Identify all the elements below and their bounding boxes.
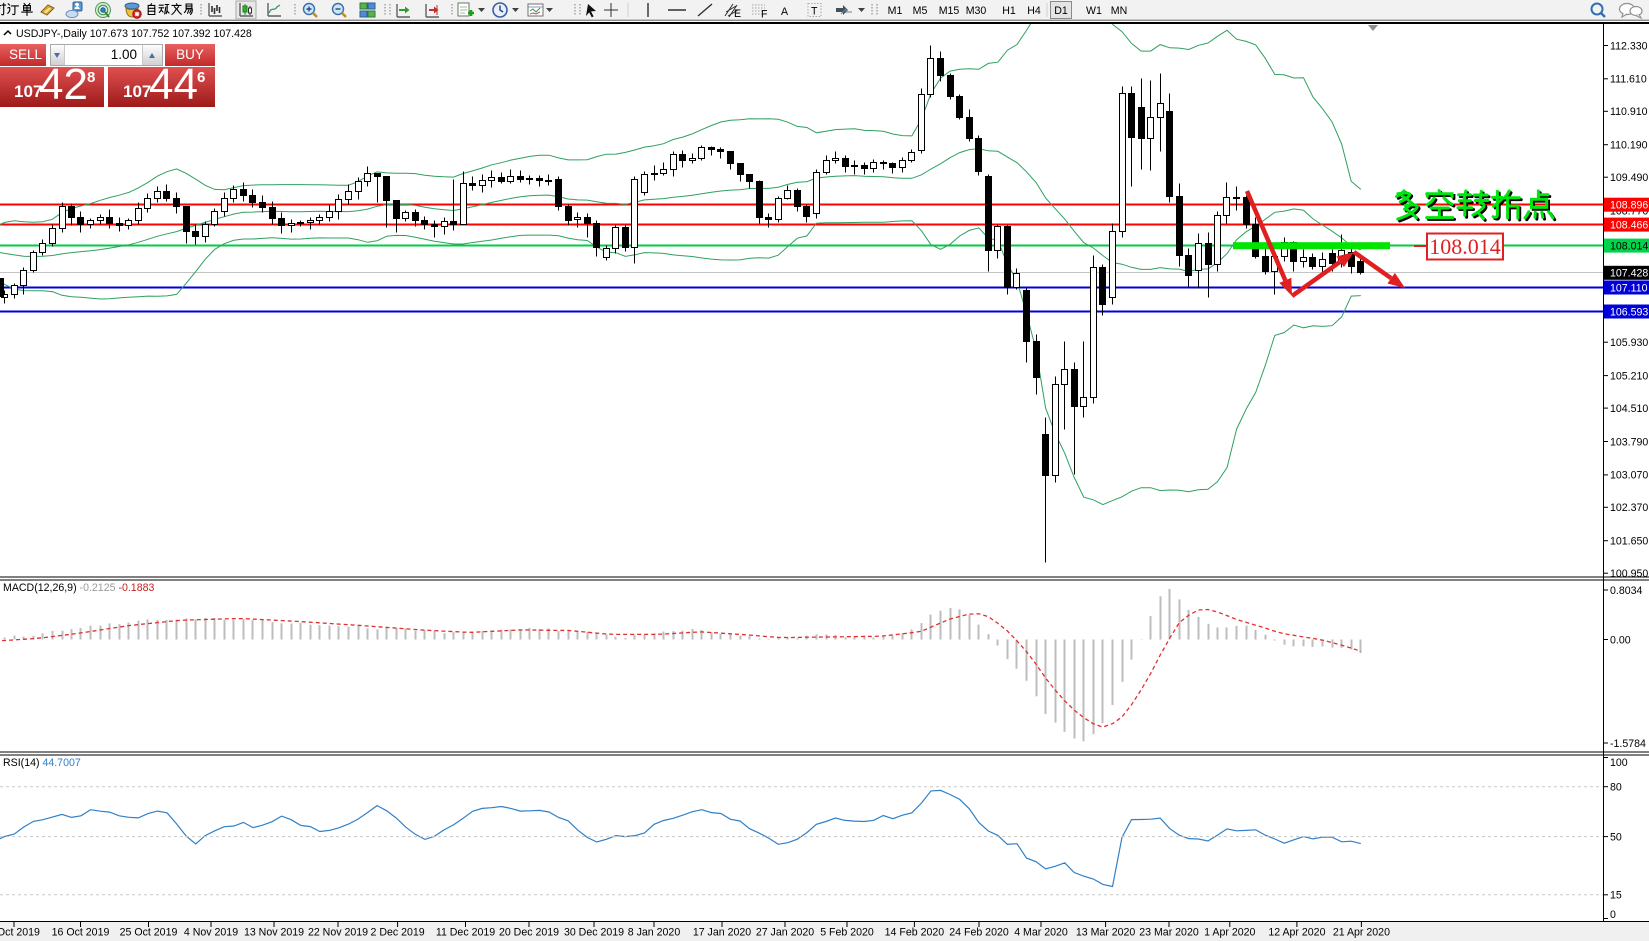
- svg-text:15: 15: [1610, 890, 1622, 902]
- svg-text:107.110: 107.110: [1610, 282, 1648, 294]
- svg-text:30 Dec 2019: 30 Dec 2019: [564, 927, 624, 939]
- svg-text:MACD(12,26,9) -0.2125 -0.1883: MACD(12,26,9) -0.2125 -0.1883: [3, 582, 154, 594]
- svg-text:25 Oct 2019: 25 Oct 2019: [120, 927, 178, 939]
- svg-text:104.510: 104.510: [1610, 403, 1648, 415]
- svg-text:100: 100: [1610, 757, 1628, 769]
- svg-text:108.896: 108.896: [1610, 200, 1648, 212]
- svg-text:108.014: 108.014: [1610, 240, 1648, 252]
- svg-text:23 Mar 2020: 23 Mar 2020: [1139, 927, 1199, 939]
- svg-text:T: T: [811, 6, 818, 18]
- svg-text:112.330: 112.330: [1610, 40, 1648, 52]
- svg-text:7 Oct 2019: 7 Oct 2019: [0, 927, 40, 939]
- svg-text:A: A: [781, 6, 789, 18]
- svg-text:-1.5784: -1.5784: [1610, 738, 1646, 750]
- svg-text:E: E: [734, 8, 741, 20]
- svg-text:RSI(14) 44.7007: RSI(14) 44.7007: [3, 757, 81, 769]
- svg-text:50: 50: [1610, 831, 1622, 843]
- svg-text:11 Dec 2019: 11 Dec 2019: [436, 927, 495, 939]
- svg-text:110.910: 110.910: [1610, 106, 1648, 118]
- svg-text:D1: D1: [1054, 5, 1068, 17]
- svg-text:F: F: [761, 9, 768, 21]
- svg-text:M15: M15: [939, 5, 960, 17]
- svg-text:13 Mar 2020: 13 Mar 2020: [1076, 927, 1136, 939]
- svg-text:108.014: 108.014: [1429, 234, 1501, 259]
- svg-text:17 Jan 2020: 17 Jan 2020: [693, 927, 751, 939]
- svg-text:100.950: 100.950: [1610, 568, 1648, 580]
- svg-text:103.790: 103.790: [1610, 436, 1648, 448]
- svg-text:12 Apr 2020: 12 Apr 2020: [1268, 927, 1325, 939]
- svg-text:4 Mar 2020: 4 Mar 2020: [1014, 927, 1068, 939]
- svg-text:110.190: 110.190: [1610, 140, 1648, 152]
- svg-text:M5: M5: [913, 5, 928, 17]
- svg-text:109.490: 109.490: [1610, 172, 1648, 184]
- svg-text:0: 0: [1610, 909, 1616, 921]
- svg-text:106.593: 106.593: [1610, 306, 1648, 318]
- svg-text:W1: W1: [1086, 5, 1102, 17]
- svg-text:24 Feb 2020: 24 Feb 2020: [949, 927, 1009, 939]
- svg-text:0.8034: 0.8034: [1610, 585, 1643, 597]
- svg-text:14 Feb 2020: 14 Feb 2020: [885, 927, 945, 939]
- svg-text:16 Oct 2019: 16 Oct 2019: [52, 927, 110, 939]
- svg-text:105.930: 105.930: [1610, 337, 1648, 349]
- svg-text:101.650: 101.650: [1610, 536, 1648, 548]
- svg-text:102.370: 102.370: [1610, 502, 1648, 514]
- svg-text:USDJPY-,Daily 107.673 107.752: USDJPY-,Daily 107.673 107.752 107.392 10…: [16, 28, 252, 40]
- svg-text:105.210: 105.210: [1610, 370, 1648, 382]
- svg-text:5 Feb 2020: 5 Feb 2020: [820, 927, 874, 939]
- svg-text:8 Jan 2020: 8 Jan 2020: [628, 927, 681, 939]
- svg-text:0.00: 0.00: [1610, 634, 1631, 646]
- svg-text:MN: MN: [1111, 5, 1127, 17]
- svg-text:H4: H4: [1027, 5, 1041, 17]
- svg-text:21 Apr 2020: 21 Apr 2020: [1333, 927, 1390, 939]
- svg-text:2 Dec 2019: 2 Dec 2019: [371, 927, 425, 939]
- svg-text:13 Nov 2019: 13 Nov 2019: [244, 927, 304, 939]
- svg-text:27 Jan 2020: 27 Jan 2020: [756, 927, 814, 939]
- svg-text:4 Nov 2019: 4 Nov 2019: [184, 927, 238, 939]
- svg-text:111.610: 111.610: [1610, 74, 1647, 86]
- svg-text:M30: M30: [966, 5, 987, 17]
- svg-text:M1: M1: [888, 5, 903, 17]
- svg-text:22 Nov 2019: 22 Nov 2019: [308, 927, 368, 939]
- svg-text:80: 80: [1610, 782, 1622, 794]
- svg-text:H1: H1: [1002, 5, 1016, 17]
- svg-text:1 Apr 2020: 1 Apr 2020: [1204, 927, 1255, 939]
- svg-text:103.070: 103.070: [1610, 470, 1648, 482]
- svg-text:20 Dec 2019: 20 Dec 2019: [499, 927, 559, 939]
- svg-text:108.466: 108.466: [1610, 219, 1648, 231]
- svg-text:107.428: 107.428: [1610, 268, 1648, 280]
